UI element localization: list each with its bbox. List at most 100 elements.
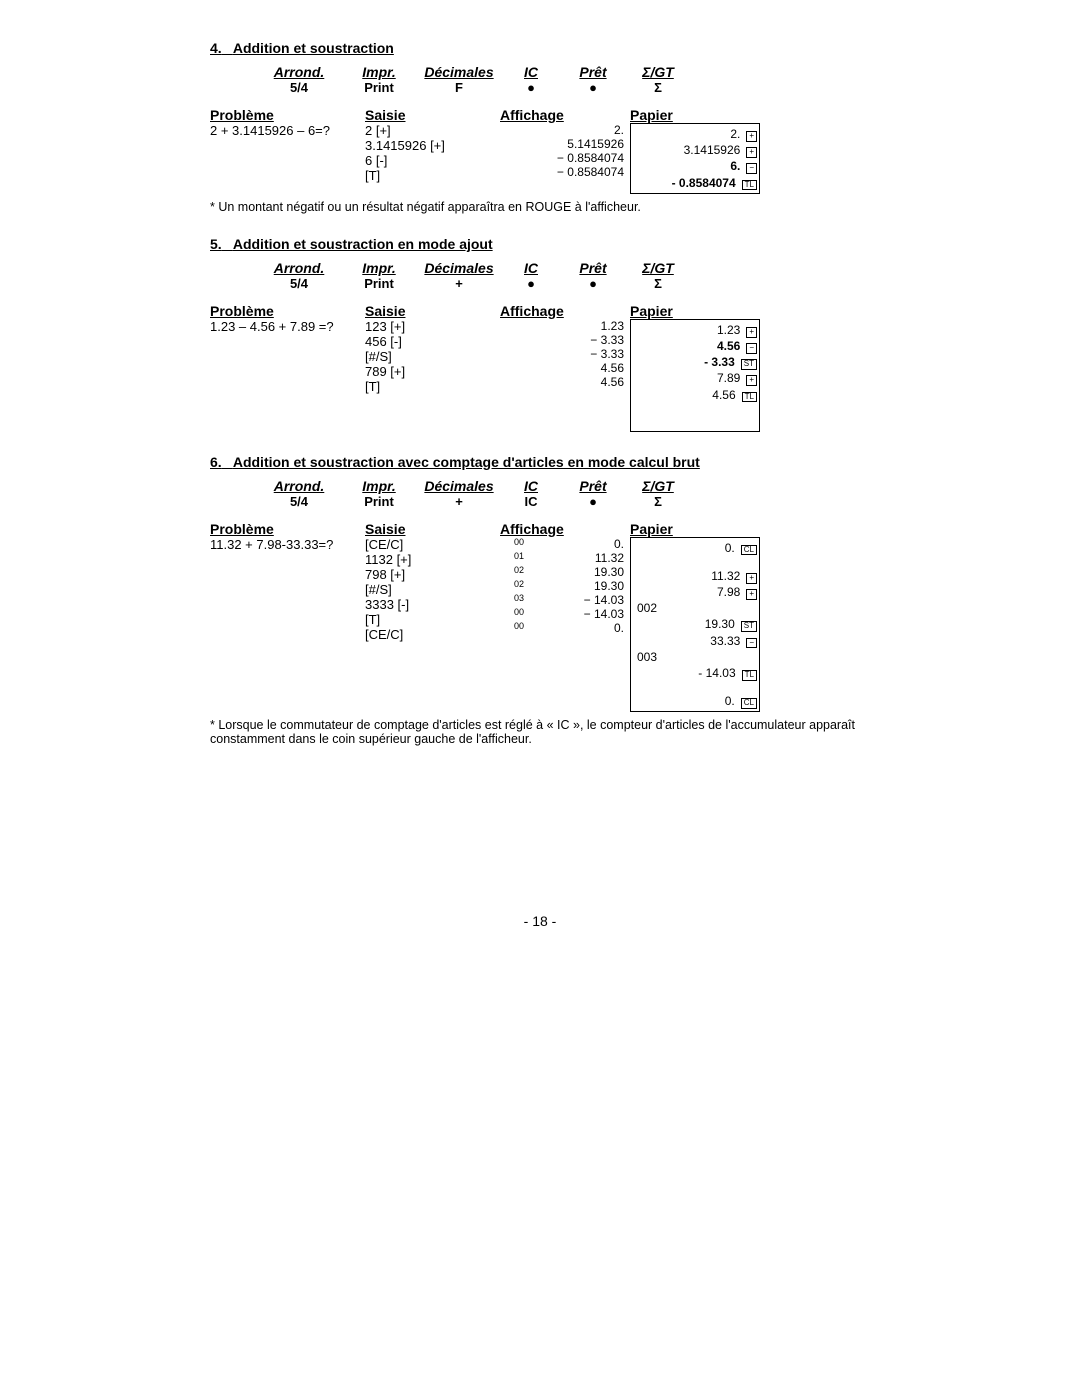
s5-saisie-col: 123 [+] 456 [-] [#/S] 789 [+] [T] [365, 319, 500, 432]
s5-hdr-sais: Saisie [365, 303, 500, 319]
s5-aff-3: 4.56 [544, 361, 624, 375]
page-number: - 18 - [0, 913, 1080, 929]
s5-p1-t: − [746, 343, 757, 354]
s5-aff-1: − 3.33 [544, 333, 624, 347]
s4-p0-t: + [746, 131, 757, 142]
s6-val-arrond: 5/4 [254, 494, 344, 509]
s6-aff-6: 0. [544, 621, 624, 635]
s6-note: * Lorsque le commutateur de comptage d'a… [210, 718, 870, 746]
s6-sup-5: 00 [514, 607, 544, 617]
s5-hdr-arrond: Arrond. [254, 260, 344, 276]
s4-saisie-col: 2 [+] 3.1415926 [+] 6 [-] [T] [365, 123, 500, 194]
s5-val-pret: ● [558, 276, 628, 291]
s4-affichage-col: 2. 5.1415926 − 0.8584074 − 0.8584074 [500, 123, 630, 194]
s6-p6-v: 33.33 [710, 633, 740, 649]
s5-hdr-pret: Prêt [558, 260, 628, 276]
s6-p4-left: 002 [637, 600, 657, 616]
s6-hdr-prob: Problème [210, 521, 365, 537]
s6-val-pret: ● [558, 494, 628, 509]
s5-aff-2: − 3.33 [544, 347, 624, 361]
s5-sais-0: 123 [+] [365, 319, 500, 334]
s6-val-dec: + [414, 494, 504, 509]
s6-p10-t: CL [741, 698, 757, 709]
s6-probleme: 11.32 + 7.98-33.33=? [210, 537, 365, 713]
page: 4. Addition et soustraction Arrond. Impr… [0, 0, 1080, 1397]
s4-p2-t: − [746, 163, 757, 174]
s6-hdr-pap: Papier [630, 521, 760, 537]
s4-p2-v: 6. [730, 158, 740, 174]
s5-sais-4: [T] [365, 379, 500, 394]
s6-sais-1: 1132 [+] [365, 552, 500, 567]
s5-p0-v: 1.23 [717, 322, 740, 338]
s5-probleme: 1.23 – 4.56 + 7.89 =? [210, 319, 365, 432]
s6-hdr-pret: Prêt [558, 478, 628, 494]
s6-sup-1: 01 [514, 551, 544, 561]
s4-aff-0: 2. [544, 123, 624, 137]
s5-p3-t: + [746, 375, 757, 386]
s5-val-sgt: Σ [628, 276, 688, 291]
s6-hdr-impr: Impr. [344, 478, 414, 494]
s5-sais-2: [#/S] [365, 349, 500, 364]
s6-p6-t: − [746, 638, 757, 649]
s6-p0-v: 0. [725, 540, 735, 556]
s6-val-impr: Print [344, 494, 414, 509]
s5-p4-v: 4.56 [712, 387, 735, 403]
s5-p4-t: TL [742, 392, 757, 403]
s6-sup-0: 00 [514, 537, 544, 547]
section-6-block: Problème Saisie Affichage Papier 11.32 +… [210, 521, 870, 713]
section-4-block: Problème Saisie Affichage Papier 2 + 3.1… [210, 107, 870, 194]
s6-p3-v: 7.98 [717, 584, 740, 600]
hdr-sgt: Σ/GT [628, 64, 688, 80]
s6-hdr-sgt: Σ/GT [628, 478, 688, 494]
section-5-title: Addition et soustraction en mode ajout [233, 236, 493, 252]
s6-sais-6: [CE/C] [365, 627, 500, 642]
s4-probleme: 2 + 3.1415926 – 6=? [210, 123, 365, 194]
s4-saisie-2: 6 [-] [365, 153, 500, 168]
s6-p5-v: 19.30 [705, 616, 735, 632]
s4-saisie-0: 2 [+] [365, 123, 500, 138]
s5-hdr-prob: Problème [210, 303, 365, 319]
hdr-decimales: Décimales [414, 64, 504, 80]
section-4-settings: Arrond. Impr. Décimales IC Prêt Σ/GT 5/4… [254, 64, 870, 95]
s5-hdr-impr: Impr. [344, 260, 414, 276]
s5-p2-t: ST [741, 359, 757, 370]
section-5: 5. Addition et soustraction en mode ajou… [210, 236, 870, 454]
s6-p10-v: 0. [725, 693, 735, 709]
s6-aff-3: 19.30 [544, 579, 624, 593]
section-4-num: 4. [210, 40, 222, 56]
s5-aff-0: 1.23 [544, 319, 624, 333]
s5-sais-1: 456 [-] [365, 334, 500, 349]
s5-hdr-pap: Papier [630, 303, 760, 319]
s6-hdr-arrond: Arrond. [254, 478, 344, 494]
s4-papier: 2.+ 3.1415926+ 6.− - 0.8584074TL [630, 123, 760, 194]
section-4: 4. Addition et soustraction Arrond. Impr… [210, 40, 870, 214]
val-ic: ● [504, 80, 558, 95]
s4-p1-v: 3.1415926 [684, 142, 741, 158]
s6-p2-v: 11.32 [711, 568, 740, 584]
s5-val-arrond: 5/4 [254, 276, 344, 291]
s5-hdr-sgt: Σ/GT [628, 260, 688, 276]
s5-val-dec: + [414, 276, 504, 291]
s5-hdr-aff: Affichage [500, 303, 630, 319]
s6-p0-t: CL [741, 545, 757, 556]
s5-papier: 1.23+ 4.56− - 3.33ST 7.89+ 4.56TL [630, 319, 760, 432]
s5-p0-t: + [746, 327, 757, 338]
hdr-saisie: Saisie [365, 107, 500, 123]
s6-sup-4: 03 [514, 593, 544, 603]
hdr-ic: IC [504, 64, 558, 80]
s6-val-sgt: Σ [628, 494, 688, 509]
s6-sup-2: 02 [514, 565, 544, 575]
s6-val-ic: IC [504, 494, 558, 509]
hdr-affichage: Affichage [500, 107, 630, 123]
section-5-settings: Arrond. Impr. Décimales IC Prêt Σ/GT 5/4… [254, 260, 870, 291]
s4-note: * Un montant négatif ou un résultat néga… [210, 200, 870, 214]
s6-p3-t: + [746, 589, 757, 600]
s6-saisie-col: [CE/C] 1132 [+] 798 [+] [#/S] 3333 [-] [… [365, 537, 500, 713]
s6-sais-3: [#/S] [365, 582, 500, 597]
s6-sais-4: 3333 [-] [365, 597, 500, 612]
hdr-arrond: Arrond. [254, 64, 344, 80]
section-4-title: Addition et soustraction [233, 40, 394, 56]
s5-p1-v: 4.56 [717, 338, 740, 354]
s4-saisie-3: [T] [365, 168, 500, 183]
s5-val-ic: ● [504, 276, 558, 291]
